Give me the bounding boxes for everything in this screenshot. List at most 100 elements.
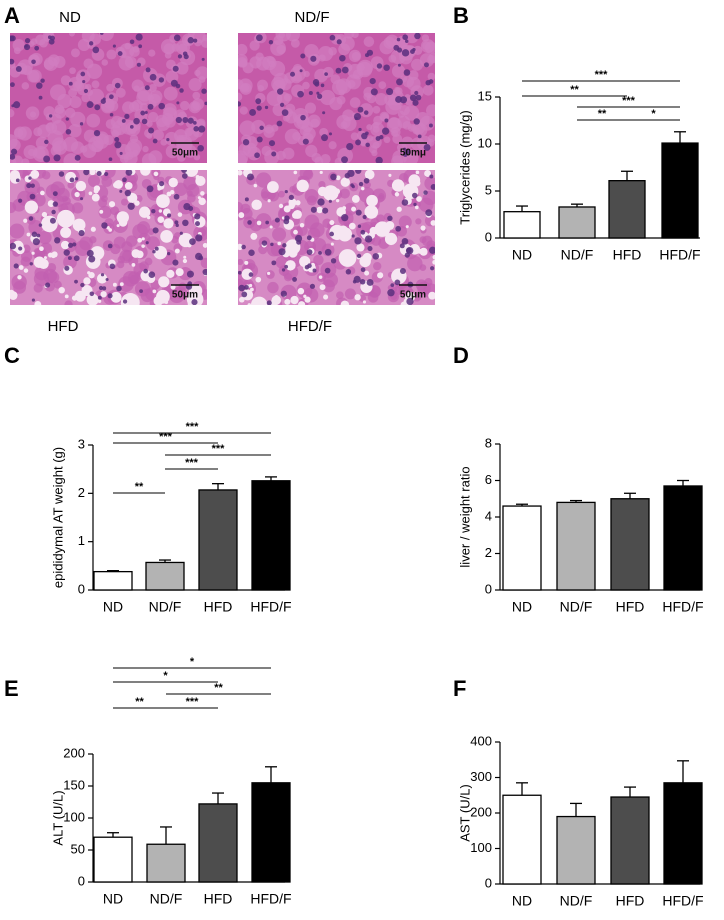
vacuole: [90, 263, 97, 269]
vacuole: [293, 170, 298, 175]
nucleus: [74, 279, 78, 284]
nucleus: [372, 253, 380, 260]
vacuole: [316, 206, 323, 214]
vacuole: [340, 300, 350, 305]
nucleus: [193, 126, 199, 132]
vacuole: [100, 291, 107, 298]
cell: [419, 115, 435, 131]
nucleus: [414, 90, 419, 96]
cell: [33, 271, 49, 287]
vacuole: [110, 291, 122, 303]
vacuole: [329, 220, 335, 226]
vacuole: [416, 196, 422, 202]
vacuole: [43, 256, 47, 260]
vacuole: [432, 254, 435, 260]
y-tick-label: 3: [78, 436, 85, 451]
nucleus: [183, 54, 189, 60]
vacuole: [174, 248, 180, 254]
nucleus: [112, 44, 116, 48]
nucleus: [32, 238, 40, 246]
nucleus: [158, 77, 165, 83]
cell: [312, 238, 327, 252]
vacuole: [351, 206, 357, 212]
nucleus: [100, 98, 106, 104]
bar: [198, 803, 238, 883]
cell: [314, 68, 328, 83]
significance-label: ***: [595, 69, 609, 81]
cell: [238, 43, 248, 56]
nucleus: [187, 117, 194, 124]
cell: [339, 188, 350, 199]
nucleus: [355, 170, 362, 174]
cell: [187, 193, 196, 203]
vacuole: [158, 276, 170, 288]
nucleus: [425, 79, 431, 86]
nucleus: [376, 63, 383, 69]
nucleus: [101, 222, 108, 229]
nucleus: [72, 242, 77, 247]
vacuole: [99, 209, 104, 214]
nucleus: [109, 263, 116, 270]
vacuole: [64, 294, 69, 299]
vacuole: [10, 172, 21, 184]
vacuole: [116, 224, 120, 228]
cell: [86, 113, 101, 128]
nucleus: [385, 87, 394, 96]
cell: [344, 288, 356, 300]
tissue: [238, 170, 435, 305]
nucleus: [187, 37, 194, 44]
bar: [93, 570, 133, 591]
cell: [313, 254, 324, 266]
nucleus: [98, 285, 104, 291]
cell: [385, 99, 402, 115]
vacuole: [158, 209, 163, 213]
vacuole: [384, 232, 398, 246]
nucleus: [175, 223, 179, 227]
nucleus: [300, 53, 306, 59]
nucleus: [322, 207, 329, 214]
nucleus: [151, 208, 156, 214]
nucleus: [300, 114, 306, 121]
cell: [202, 34, 207, 42]
vacuole: [278, 203, 284, 209]
cell: [257, 84, 265, 92]
cell: [272, 227, 287, 242]
vacuole: [419, 247, 428, 256]
nucleus: [67, 242, 74, 248]
vacuole: [168, 177, 178, 188]
cell: [200, 257, 207, 269]
y-tick-label: 0: [78, 581, 85, 596]
nucleus: [104, 171, 109, 177]
cell: [148, 83, 157, 92]
nucleus: [80, 197, 84, 201]
nucleus: [198, 125, 206, 133]
cell: [42, 171, 51, 180]
cell: [38, 230, 52, 245]
significance-label: **: [214, 682, 223, 694]
x-tick-label: ND: [103, 599, 123, 615]
cell: [304, 189, 319, 203]
nucleus: [198, 255, 204, 261]
nucleus: [346, 143, 354, 151]
nucleus: [317, 93, 323, 99]
nucleus: [44, 139, 49, 145]
nucleus: [194, 213, 201, 220]
nucleus: [425, 209, 433, 217]
nucleus: [173, 34, 181, 42]
nucleus: [170, 79, 178, 87]
cell: [106, 49, 117, 60]
vacuole: [391, 179, 405, 192]
image-label: HFD/F: [288, 318, 332, 335]
nucleus: [268, 40, 274, 45]
nucleus: [166, 138, 170, 142]
cell: [192, 91, 201, 100]
cell: [65, 107, 76, 119]
nucleus: [144, 85, 150, 91]
vacuole: [10, 291, 18, 300]
cell: [351, 33, 359, 39]
panel-letter: A: [4, 3, 20, 28]
nucleus: [396, 78, 403, 86]
y-axis-label: AST (U/L): [457, 784, 472, 842]
y-axis-label: ALT (U/L): [50, 790, 65, 845]
cell: [53, 55, 66, 69]
